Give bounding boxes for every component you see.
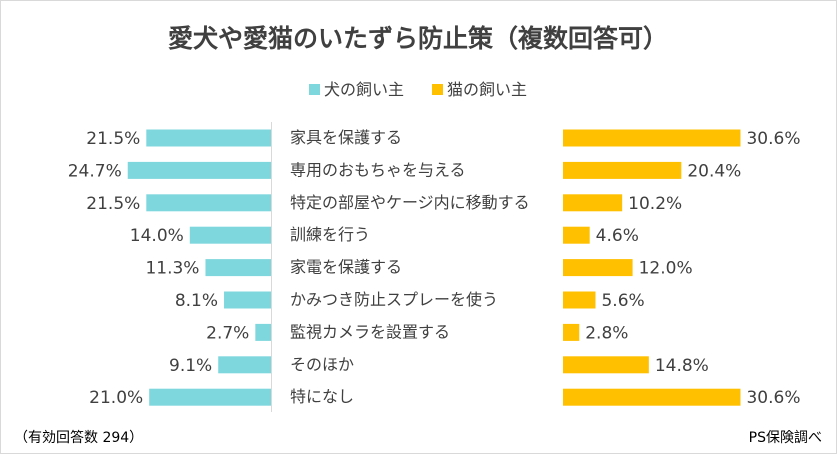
sample-size-note: （有効回答数 294）	[14, 429, 143, 446]
cat-bar	[563, 161, 682, 179]
source-note: PS保険調べ	[749, 430, 822, 446]
legend-label-dog: 犬の飼い主	[324, 80, 404, 99]
legend-swatch-dog	[309, 84, 320, 95]
category-label: 監視カメラを設置する	[290, 322, 450, 341]
chart-title: 愛犬や愛猫のいたずら防止策（複数回答可）	[168, 24, 668, 53]
dog-value-label: 8.1%	[175, 291, 218, 311]
cat-bar	[563, 259, 633, 277]
legend-label-cat: 猫の飼い主	[447, 80, 527, 99]
dog-bar	[189, 226, 271, 244]
cat-bar	[563, 323, 580, 341]
dog-value-label: 11.3%	[145, 259, 199, 279]
category-label: 訓練を行う	[290, 225, 370, 244]
cat-value-label: 4.6%	[596, 226, 639, 246]
dog-bar	[146, 129, 271, 147]
cat-bar	[563, 388, 741, 406]
category-label: 特定の部屋やケージ内に移動する	[290, 193, 530, 212]
cat-value-label: 10.2%	[628, 194, 682, 214]
cat-value-label: 12.0%	[639, 259, 693, 279]
cat-value-label: 2.8%	[585, 323, 628, 343]
dog-bar	[205, 259, 271, 277]
cat-bar	[563, 356, 649, 374]
dog-value-label: 2.7%	[206, 323, 249, 343]
cat-value-label: 14.8%	[655, 356, 709, 376]
cat-value-label: 30.6%	[746, 129, 800, 149]
legend: 犬の飼い主 猫の飼い主	[309, 80, 527, 99]
cat-bar	[563, 194, 623, 212]
category-label: 専用のおもちゃを与える	[290, 160, 466, 179]
chart-marks: 21.5% 家具を保護する 30.6% 24.7% 専用のおもちゃを与える 20.4% 21…	[68, 128, 801, 408]
cat-value-label: 30.6%	[746, 388, 800, 408]
dog-bar	[255, 323, 271, 341]
dog-value-label: 21.5%	[86, 129, 140, 149]
cat-bar	[563, 129, 741, 147]
cat-value-label: 20.4%	[687, 161, 741, 181]
category-label: 特になし	[290, 387, 354, 406]
dog-bar	[149, 388, 271, 406]
dog-bar	[127, 161, 272, 179]
legend-swatch-cat	[432, 84, 443, 95]
category-label: かみつき防止スプレーを使う	[290, 290, 498, 309]
dog-bar	[146, 194, 271, 212]
dog-value-label: 21.0%	[89, 388, 143, 408]
cat-bar	[563, 291, 596, 309]
category-label: そのほか	[290, 355, 354, 374]
category-label: 家具を保護する	[290, 128, 402, 147]
dog-value-label: 9.1%	[169, 356, 212, 376]
cat-bar	[563, 226, 590, 244]
cat-value-label: 5.6%	[601, 291, 644, 311]
dog-bar	[224, 291, 271, 309]
dog-value-label: 21.5%	[86, 194, 140, 214]
dog-value-label: 14.0%	[130, 226, 184, 246]
dog-bar	[218, 356, 271, 374]
dog-value-label: 24.7%	[68, 161, 122, 181]
category-label: 家電を保護する	[290, 258, 402, 277]
